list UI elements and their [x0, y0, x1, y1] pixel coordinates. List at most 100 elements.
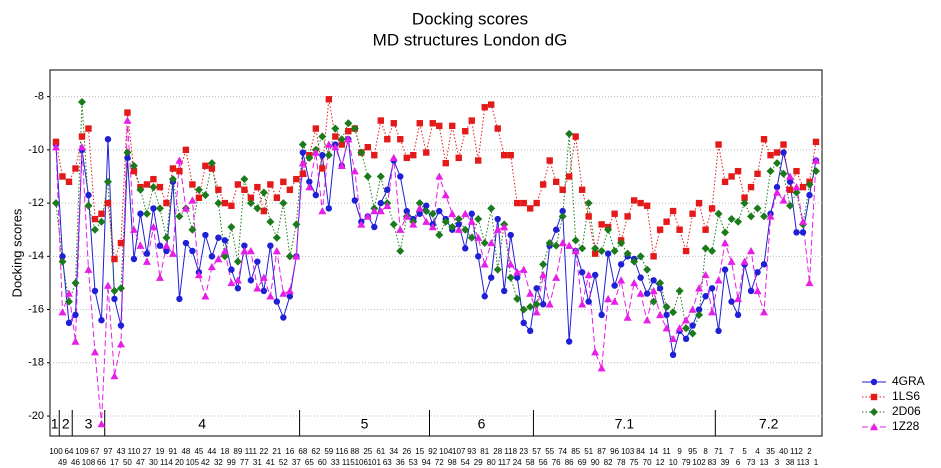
data-point: [91, 287, 99, 295]
data-point: [636, 252, 645, 261]
data-point: [397, 173, 404, 180]
data-point: [727, 257, 736, 265]
y-tick-label: -8: [34, 91, 44, 103]
data-point: [65, 178, 73, 185]
data-point: [747, 247, 756, 255]
data-point: [402, 212, 411, 220]
data-point: [448, 209, 457, 217]
data-point: [793, 167, 800, 175]
data-point: [52, 143, 60, 151]
data-point: [688, 329, 697, 338]
data-point: [428, 223, 437, 231]
data-point: [194, 270, 203, 279]
data-point: [58, 308, 67, 316]
data-point: [806, 191, 813, 199]
data-point: [78, 133, 86, 140]
x-tick-label: 68: [298, 447, 307, 456]
data-point: [675, 324, 684, 332]
data-point: [104, 136, 112, 143]
data-point: [714, 209, 723, 218]
data-point: [409, 220, 418, 228]
data-point: [221, 199, 229, 207]
x-tick-label: 18: [220, 447, 229, 456]
x-tick-label: 11: [662, 447, 671, 456]
data-point: [682, 247, 690, 255]
data-point: [500, 223, 509, 231]
data-point: [350, 124, 359, 133]
data-point: [506, 273, 515, 282]
data-point: [163, 199, 170, 207]
data-point: [98, 210, 105, 217]
x-tick-label: 32: [214, 458, 223, 467]
legend-marker: [870, 378, 878, 386]
data-point: [389, 220, 398, 229]
x-tick-label: 45: [194, 447, 203, 456]
x-tick-label: 112: [790, 447, 803, 456]
data-point: [649, 297, 658, 306]
data-point: [630, 278, 639, 287]
data-point: [305, 183, 314, 191]
data-point: [715, 141, 722, 148]
x-tick-label: 77: [240, 458, 249, 467]
data-point: [123, 116, 132, 124]
data-point: [150, 205, 157, 212]
data-point: [214, 254, 223, 263]
data-point: [533, 199, 540, 207]
data-point: [233, 257, 242, 266]
data-point: [246, 247, 255, 255]
x-tick-label: 99: [227, 458, 236, 467]
x-tick-label: 51: [584, 447, 593, 456]
x-tick-label: 95: [688, 447, 697, 456]
data-point: [578, 244, 587, 253]
data-point: [306, 178, 313, 185]
data-point: [493, 225, 502, 233]
data-point: [519, 265, 528, 273]
data-point: [292, 220, 301, 229]
data-point: [233, 276, 242, 284]
x-tick-label: 2: [807, 447, 812, 456]
data-point: [318, 207, 327, 215]
x-tick-label: 6: [736, 458, 741, 467]
data-point: [766, 212, 775, 220]
data-point: [812, 138, 820, 146]
data-point: [221, 237, 229, 244]
x-tick-label: 53: [409, 458, 418, 467]
group-label: 1: [51, 416, 59, 432]
x-tick-label: 57: [532, 447, 541, 456]
data-point: [137, 210, 144, 217]
data-point: [90, 348, 99, 356]
data-point: [129, 225, 138, 233]
data-point: [721, 228, 730, 237]
x-tick-label: 111: [245, 447, 258, 456]
data-point: [669, 207, 677, 215]
data-point: [441, 217, 450, 226]
x-tick-label: 36: [396, 458, 405, 467]
x-tick-label: 50: [123, 458, 132, 467]
data-point: [766, 167, 775, 176]
x-tick-label: 61: [376, 447, 385, 456]
data-point: [241, 186, 248, 193]
data-point: [169, 165, 177, 172]
data-point: [214, 199, 223, 208]
x-tick-label: 5: [742, 447, 747, 456]
data-point: [351, 197, 359, 204]
x-tick-label: 29: [474, 458, 483, 467]
data-point: [475, 157, 482, 164]
x-tick-label: 52: [279, 458, 288, 467]
legend-marker: [870, 393, 878, 401]
data-point: [656, 226, 664, 233]
data-point: [124, 154, 131, 162]
data-point: [110, 286, 119, 295]
data-point: [305, 153, 314, 162]
data-point: [760, 261, 768, 268]
data-point: [474, 233, 483, 241]
data-point: [182, 239, 190, 247]
data-point: [584, 199, 593, 208]
x-tick-label: 14: [649, 447, 658, 456]
data-point: [663, 218, 670, 225]
x-tick-label: 55: [545, 447, 554, 456]
data-point: [805, 180, 814, 189]
data-point: [792, 188, 801, 197]
x-tick-label: 34: [389, 447, 398, 456]
